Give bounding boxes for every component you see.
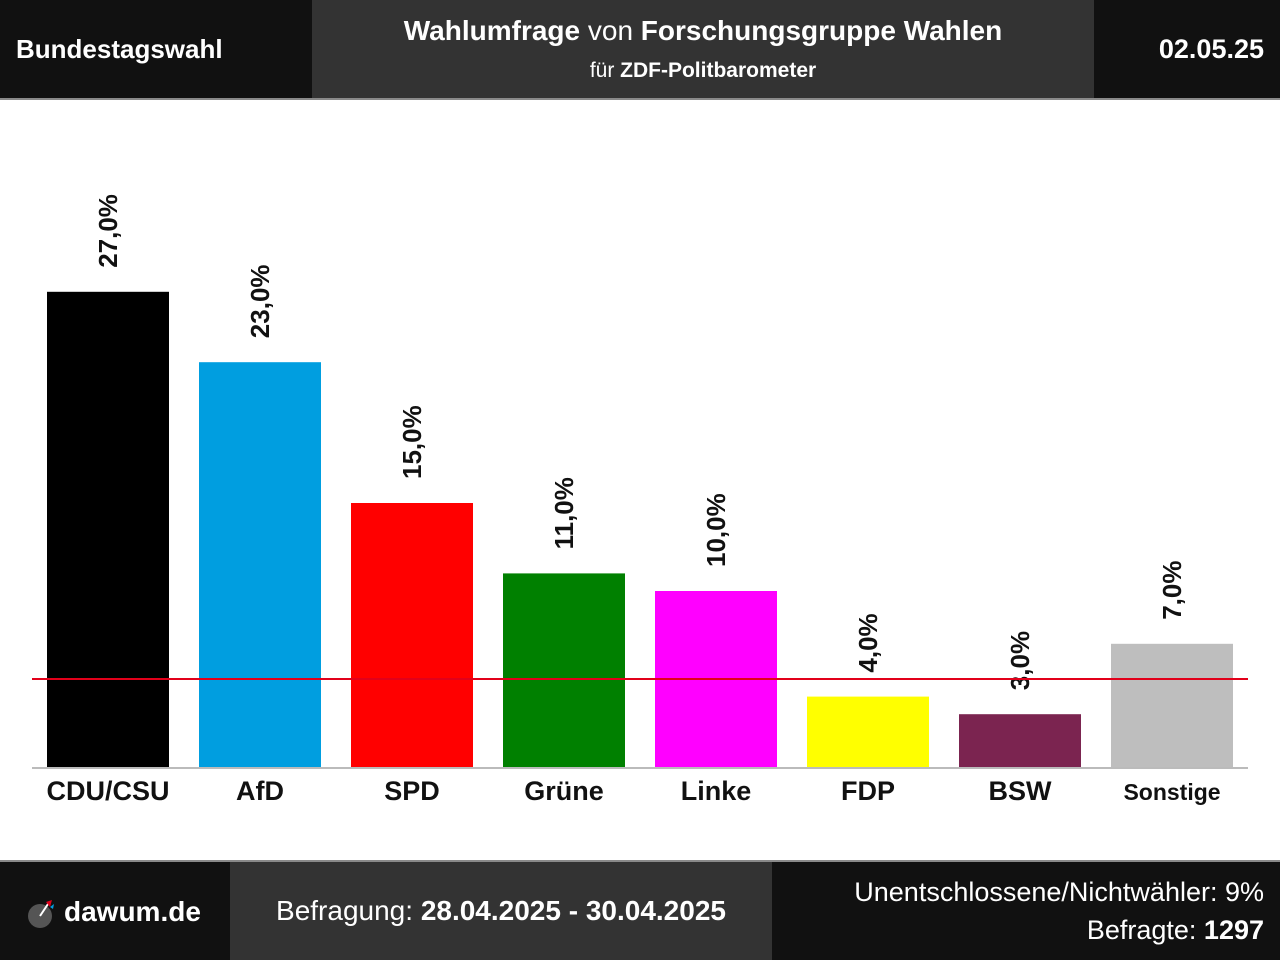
title-connector: von — [580, 15, 641, 46]
survey-period-value: 28.04.2025 - 30.04.2025 — [420, 895, 726, 926]
bar-spd — [351, 503, 473, 767]
bar-cdu-csu — [47, 291, 169, 767]
category-label-grüne: Grüne — [524, 776, 604, 806]
value-label-spd: 15,0% — [397, 405, 427, 479]
header-bar: Bundestagswahl Wahlumfrage von Forschung… — [0, 0, 1280, 98]
value-label-sonstige: 7,0% — [1157, 561, 1187, 620]
bar-sonstige — [1111, 643, 1233, 767]
survey-period: Befragung: 28.04.2025 - 30.04.2025 — [230, 862, 772, 960]
poll-subtitle: für ZDF-Politbarometer — [312, 58, 1094, 84]
respondents-value: 1297 — [1203, 915, 1264, 945]
value-label-grüne: 11,0% — [549, 477, 579, 549]
brand-name[interactable]: dawum.de — [64, 896, 201, 927]
survey-period-label: Befragung: — [276, 895, 421, 926]
category-label-fdp: FDP — [841, 776, 895, 806]
footer-bar: dawum.de Befragung: 28.04.2025 - 30.04.2… — [0, 862, 1280, 960]
poll-date: 02.05.25 — [1094, 0, 1280, 98]
subtitle-prefix: für — [589, 59, 621, 82]
title-word: Wahlumfrage — [403, 15, 581, 46]
category-label-sonstige: Sonstige — [1123, 779, 1220, 805]
category-label-spd: SPD — [384, 776, 440, 806]
category-label-bsw: BSW — [989, 776, 1053, 806]
election-type: Bundestagswahl — [0, 0, 312, 98]
category-label-linke: Linke — [681, 776, 752, 806]
poll-bar-chart: 27,0% CDU/CSU 23,0% AfD 15,0% SPD 11,0% Grüne 10… — [32, 194, 1248, 806]
bar-fdp — [807, 696, 929, 767]
category-label-cdu-csu: CDU/CSU — [46, 776, 169, 806]
client-name: ZDF-Politbarometer — [620, 59, 817, 82]
brand-block[interactable]: dawum.de — [0, 862, 230, 960]
value-label-afd: 23,0% — [245, 264, 275, 338]
bar-afd — [199, 362, 321, 767]
dawum-logo-icon — [28, 900, 54, 928]
header-divider — [0, 98, 1280, 100]
value-label-linke: 10,0% — [701, 493, 731, 567]
bar-bsw — [959, 714, 1081, 767]
institute-name: Forschungsgruppe Wahlen — [640, 15, 1003, 46]
footer-divider — [0, 860, 1280, 862]
header-title-block: Wahlumfrage von Forschungsgruppe Wahlen … — [312, 0, 1094, 98]
value-label-bsw: 3,0% — [1005, 631, 1035, 690]
category-label-afd: AfD — [236, 776, 284, 806]
bar-grüne — [503, 573, 625, 767]
respondents-count: Befragte: 1297 — [1087, 914, 1264, 946]
undecided-share: Unentschlossene/Nichtwähler: 9% — [854, 877, 1264, 907]
value-label-cdu-csu: 27,0% — [93, 194, 123, 268]
respondents-label: Befragte: — [1086, 915, 1204, 945]
survey-stats: Unentschlossene/Nichtwähler: 9% Befragte… — [772, 862, 1280, 960]
value-label-fdp: 4,0% — [853, 613, 883, 672]
poll-title: Wahlumfrage von Forschungsgruppe Wahlen — [312, 14, 1094, 48]
